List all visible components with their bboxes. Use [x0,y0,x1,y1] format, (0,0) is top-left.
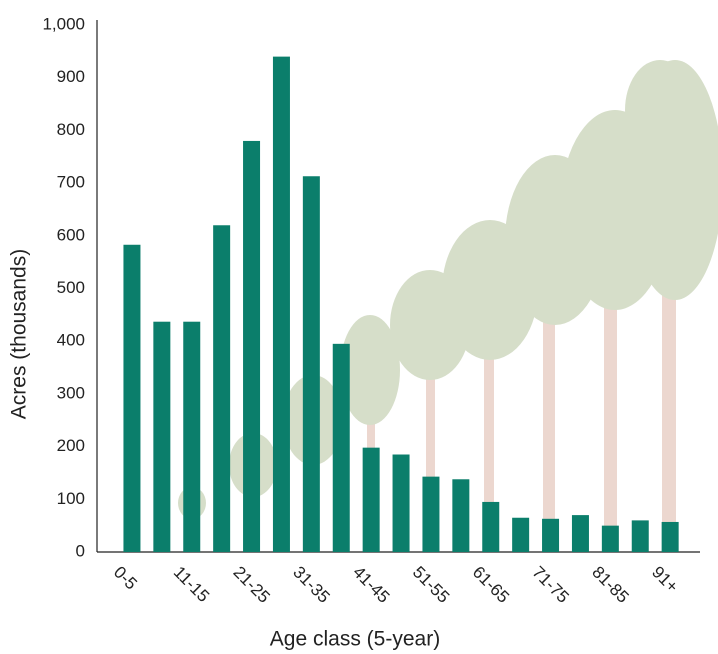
y-tick-label: 1,000 [42,14,85,33]
y-tick-label: 800 [57,120,85,139]
x-tick-label: 91+ [648,563,682,597]
bar [482,501,500,552]
x-tick-label: 71-75 [529,563,573,607]
x-tick-label: 21-25 [230,563,274,607]
bar [213,225,231,552]
y-tick-label: 500 [57,278,85,297]
bar [123,244,141,552]
bar [571,515,589,552]
y-tick-label: 200 [57,436,85,455]
bar [631,520,649,552]
bar [512,517,530,552]
x-tick-label: 41-45 [349,563,393,607]
bar [542,518,560,552]
bar [362,447,380,552]
x-tick-label: 81-85 [588,563,632,607]
x-tick-label: 0-5 [110,563,141,594]
bar [392,454,410,552]
x-tick-label: 31-35 [289,563,333,607]
bar [601,525,619,552]
bar [243,140,261,552]
x-axis-title: Age class (5-year) [270,628,440,651]
y-tick-label: 700 [57,173,85,192]
x-tick-label: 11-15 [170,563,213,606]
bar [452,479,470,552]
y-tick-label: 900 [57,67,85,86]
y-tick-label: 100 [57,489,85,508]
bar [272,56,290,553]
bar [183,321,201,552]
bar [153,321,171,552]
y-tick-label: 400 [57,331,85,350]
bar [332,343,350,552]
x-tick-label: 61-65 [469,563,513,607]
y-tick-label: 0 [76,541,85,560]
x-tick-label: 51-55 [409,563,453,607]
tree-illustration [178,60,718,530]
y-axis-title: Acres (thousands) [8,249,31,419]
bar [661,521,679,552]
y-tick-label: 600 [57,225,85,244]
y-tick-label: 300 [57,383,85,402]
bar [302,176,320,552]
bar [422,476,440,552]
